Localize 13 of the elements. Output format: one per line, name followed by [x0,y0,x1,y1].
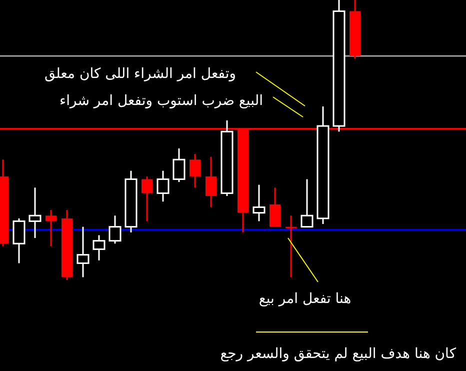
candlestick [92,234,106,262]
text: كان هنا هدف البيع لم يتحقق والسعر رجع [220,346,456,362]
candlestick [76,226,90,278]
annotation: وتفعل امر الشراء اللى كان معلق [44,66,236,82]
candlestick [156,170,170,202]
text: هنا تفعل امر بيع [258,291,352,307]
candlestick [172,148,186,183]
candlestick [300,178,314,228]
annotation: البيع ضرب استوب وتفعل امر شراء [60,93,263,109]
candlestick [108,214,122,244]
candlestick [12,218,26,264]
candlestick [252,184,266,222]
candlestick [28,186,42,239]
